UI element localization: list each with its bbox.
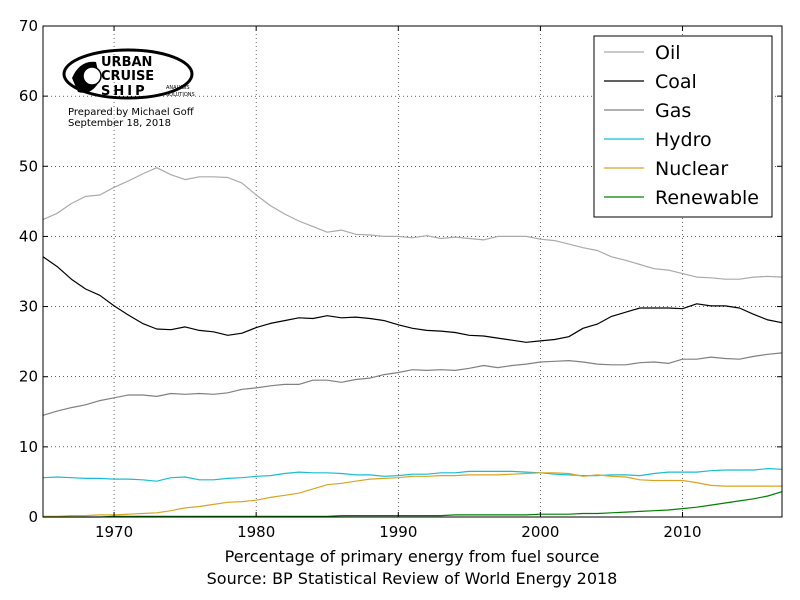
- x-axis-label: Percentage of primary energy from fuel s…: [225, 547, 600, 566]
- logo-line-2: CRUISE: [101, 69, 154, 84]
- legend-label-nuclear: Nuclear: [655, 158, 728, 180]
- series-line-nuclear: [43, 472, 782, 517]
- x-tick-label: 1970: [95, 523, 133, 541]
- logo-ellipse: [62, 48, 194, 100]
- prepared-date-text: September 18, 2018: [68, 118, 171, 129]
- x-tick-label: 2010: [663, 523, 701, 541]
- series-line-renewable: [43, 491, 783, 518]
- y-tick-label: 70: [19, 17, 38, 35]
- legend-box: [593, 35, 773, 218]
- source-label: Source: BP Statistical Review of World E…: [207, 569, 618, 588]
- legend-label-hydro: Hydro: [655, 129, 712, 151]
- legend: Oil Coal Gas Hydro Nuclear Renewable: [593, 35, 773, 218]
- axis-ticks: 1970 1980 1990 2000 2010 0 10 20 30 40 50 60 70: [19, 17, 782, 541]
- y-tick-label: 20: [19, 368, 38, 386]
- plot-area-frame: [42, 25, 783, 518]
- legend-label-oil: Oil: [655, 42, 681, 64]
- y-tick-label: 50: [19, 157, 38, 175]
- logo-globe-icon: [82, 66, 102, 86]
- y-tick-label: 60: [19, 87, 38, 105]
- series-lines: [42, 167, 783, 518]
- series-line-hydro: [42, 468, 783, 482]
- legend-label-renewable: Renewable: [655, 187, 759, 209]
- series-line-gas: [42, 352, 783, 416]
- x-tick-label: 1990: [379, 523, 417, 541]
- y-tick-label: 0: [28, 508, 38, 526]
- logo-tag-1: ANALYSIS: [166, 85, 190, 91]
- y-tick-label: 40: [19, 227, 38, 245]
- logo-line-1: URBAN: [101, 55, 152, 70]
- series-line-oil: [42, 167, 783, 280]
- logo: URBAN CRUISE SHIP ANALYSIS SOLUTIONS: [62, 48, 195, 100]
- legend-label-gas: Gas: [655, 100, 691, 122]
- x-tick-label: 2000: [521, 523, 559, 541]
- y-tick-label: 30: [19, 298, 38, 316]
- series-line-coal: [42, 256, 783, 343]
- logo-tag-2: SOLUTIONS: [166, 92, 195, 98]
- y-tick-label: 10: [19, 438, 38, 456]
- prepared-by-text: Prepared by Michael Goff: [68, 107, 195, 118]
- x-tick-label: 1980: [237, 523, 275, 541]
- legend-label-coal: Coal: [655, 71, 697, 93]
- logo-line-3: SHIP: [101, 84, 148, 99]
